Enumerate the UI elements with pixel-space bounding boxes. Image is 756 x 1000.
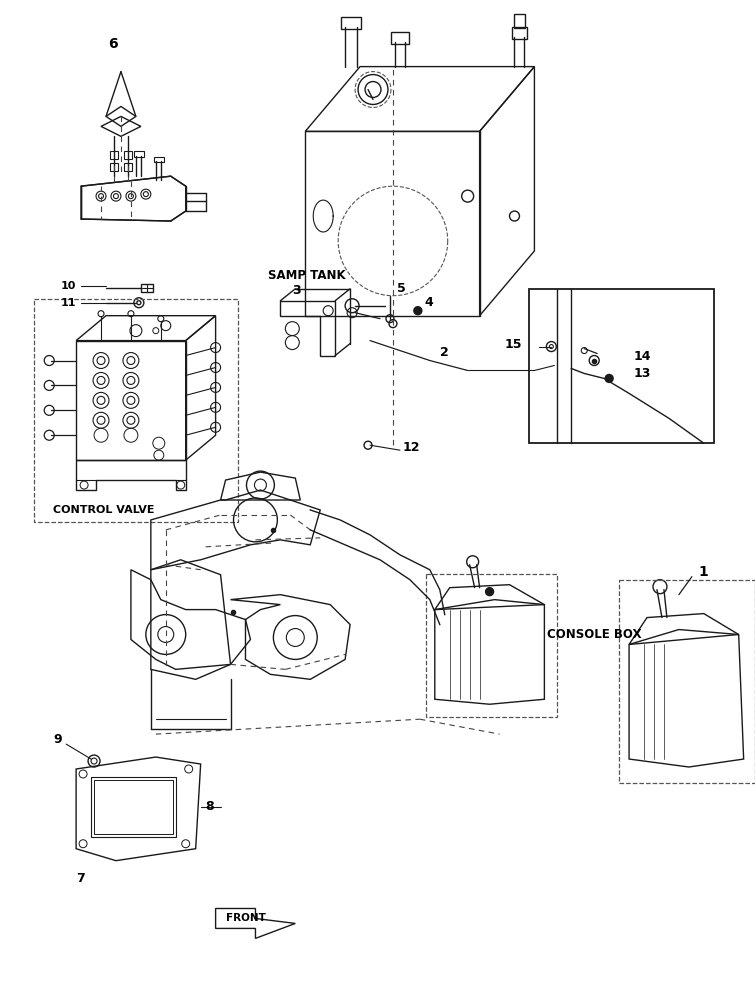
Text: 10: 10 <box>61 281 76 291</box>
Bar <box>110 163 118 171</box>
Bar <box>153 157 164 162</box>
Bar <box>513 14 525 28</box>
Text: 15: 15 <box>504 338 522 351</box>
Text: CONSOLE BOX: CONSOLE BOX <box>547 628 642 641</box>
Bar <box>512 27 528 39</box>
Text: 2: 2 <box>440 346 448 359</box>
Circle shape <box>605 374 613 382</box>
Text: 14: 14 <box>634 350 652 363</box>
Text: 8: 8 <box>206 800 214 813</box>
Bar <box>110 151 118 159</box>
Bar <box>141 284 153 292</box>
Text: 1: 1 <box>699 565 708 579</box>
Bar <box>341 17 361 29</box>
Text: 6: 6 <box>108 37 118 51</box>
Text: 3: 3 <box>293 284 301 297</box>
Text: 7: 7 <box>76 872 85 885</box>
Bar <box>391 32 409 44</box>
Text: 12: 12 <box>403 441 420 454</box>
Bar <box>94 780 173 834</box>
Text: 4: 4 <box>425 296 434 309</box>
Circle shape <box>414 307 422 315</box>
Bar <box>134 151 144 157</box>
Bar <box>305 131 479 316</box>
Text: CONTROL VALVE: CONTROL VALVE <box>53 505 155 515</box>
Bar <box>91 777 175 837</box>
Circle shape <box>485 588 494 596</box>
Text: FRONT: FRONT <box>225 913 265 923</box>
Text: SAMP TANK: SAMP TANK <box>268 269 346 282</box>
Bar <box>124 151 132 159</box>
Text: 5: 5 <box>397 282 406 295</box>
Text: 11: 11 <box>61 298 76 308</box>
Bar <box>529 289 714 443</box>
Text: 13: 13 <box>634 367 652 380</box>
Text: 9: 9 <box>53 733 62 746</box>
Bar <box>124 163 132 171</box>
